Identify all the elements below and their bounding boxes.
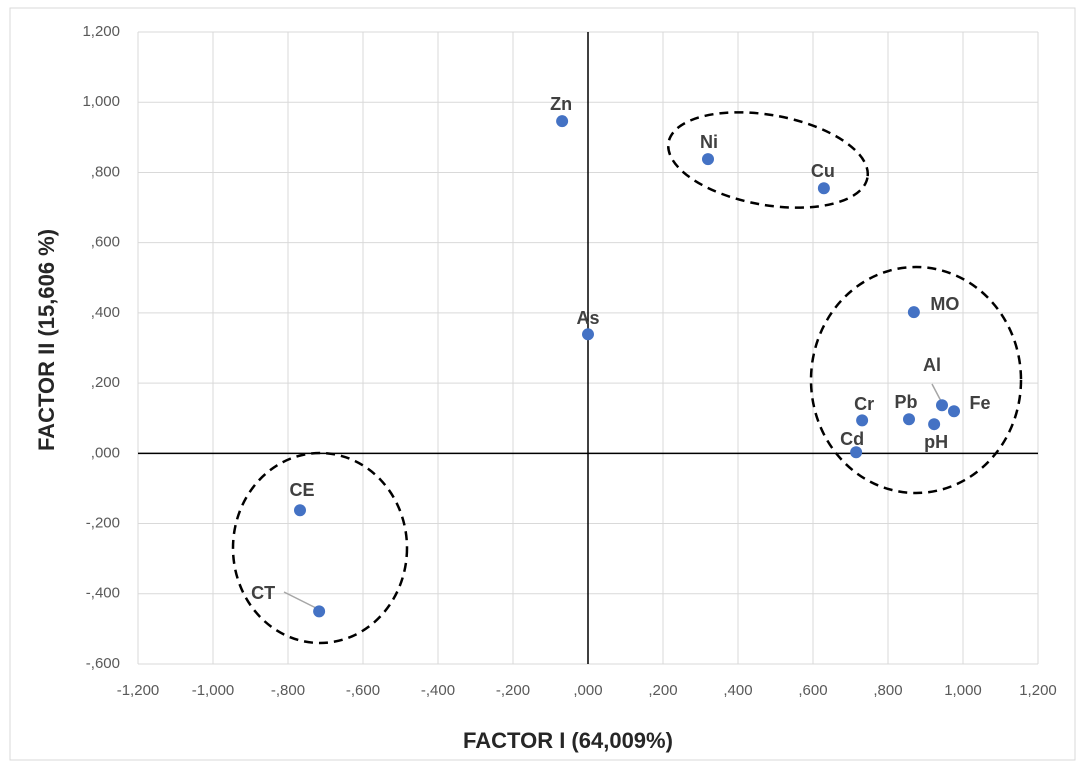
- x-tick-label: -1,000: [192, 682, 235, 699]
- x-tick-label: ,200: [648, 682, 677, 699]
- point: [936, 399, 948, 412]
- cluster-ellipse: [231, 451, 409, 645]
- x-tick-label: ,600: [798, 682, 827, 699]
- point-label: As: [576, 308, 599, 328]
- x-tick-label: ,800: [873, 682, 902, 699]
- point-label: Al: [923, 355, 941, 375]
- point: [556, 115, 569, 128]
- y-tick-label: ,600: [91, 234, 120, 251]
- y-tick-label: 1,200: [82, 23, 120, 40]
- point-label: Pb: [894, 392, 917, 412]
- y-tick-label: ,400: [91, 304, 120, 321]
- chart-frame: [9, 7, 1076, 761]
- x-tick-label: ,000: [573, 682, 602, 699]
- point: [702, 153, 714, 166]
- cluster-ellipse: [666, 111, 870, 209]
- point-label: Fe: [969, 393, 990, 413]
- y-tick-label: -,200: [86, 515, 120, 532]
- point: [907, 306, 920, 319]
- point: [313, 605, 326, 618]
- x-tick-label: ,400: [723, 682, 752, 699]
- point: [817, 182, 830, 195]
- point-label: CT: [251, 583, 275, 603]
- point-label: Ni: [700, 132, 718, 152]
- y-tick-label: ,000: [91, 444, 120, 461]
- x-tick-label: -,800: [271, 682, 305, 699]
- y-tick-label: -,400: [86, 585, 120, 602]
- point: [903, 413, 915, 426]
- point: [948, 405, 960, 418]
- x-tick-label: -,400: [421, 682, 455, 699]
- point-label: Zn: [550, 94, 572, 114]
- point: [856, 414, 869, 427]
- point: [582, 328, 594, 341]
- x-tick-label: -1,200: [117, 682, 160, 699]
- x-tick-label: 1,200: [1019, 682, 1057, 699]
- x-axis-title: FACTOR I (64,009%): [463, 728, 673, 753]
- y-tick-label: -,600: [86, 655, 120, 672]
- x-tick-label: -,600: [346, 682, 380, 699]
- point-label: Cu: [811, 161, 835, 181]
- axes: [138, 32, 1038, 664]
- cluster-ellipse: [809, 265, 1023, 495]
- y-tick-label: 1,000: [82, 93, 120, 110]
- point: [294, 504, 306, 517]
- point-label: Cr: [854, 394, 874, 414]
- leader-line: [283, 591, 317, 609]
- point: [928, 418, 941, 431]
- y-tick-label: ,200: [91, 374, 120, 391]
- y-tick-label: ,800: [91, 163, 120, 180]
- y-axis-title: FACTOR II (15,606 %): [34, 229, 59, 451]
- point-label: Cd: [840, 429, 864, 449]
- x-tick-label: 1,000: [944, 682, 982, 699]
- point-label: pH: [924, 432, 948, 452]
- point-label: MO: [930, 294, 959, 314]
- x-tick-label: -,200: [496, 682, 530, 699]
- point-label: CE: [289, 480, 314, 500]
- point: [850, 446, 863, 459]
